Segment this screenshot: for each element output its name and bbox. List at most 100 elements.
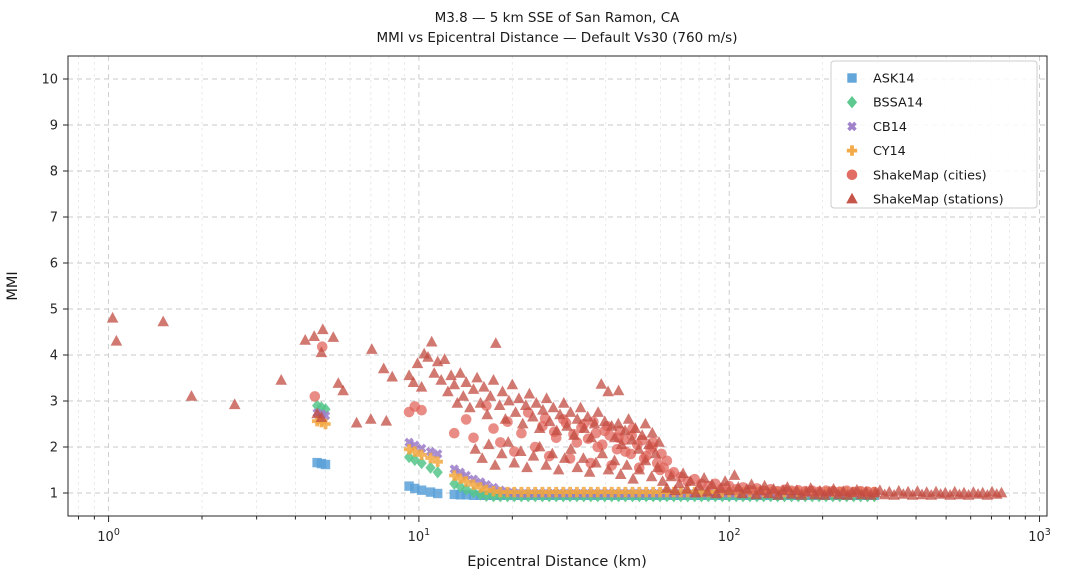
legend-label: CB14: [873, 120, 907, 135]
data-point: [651, 461, 664, 473]
data-point: [855, 488, 868, 500]
data-point: [585, 486, 596, 498]
data-point: [350, 416, 363, 428]
data-point: [315, 411, 328, 422]
data-point: [728, 469, 741, 480]
data-point: [481, 484, 492, 495]
data-point: [790, 484, 803, 496]
data-point: [157, 315, 169, 327]
legend-item-shakemap-cities: ShakeMap (cities): [846, 168, 987, 183]
data-point: [533, 422, 546, 433]
data-point: [449, 464, 460, 474]
data-point: [317, 323, 329, 335]
series-shakemap-stations: [106, 311, 1008, 500]
data-point: [483, 438, 495, 450]
data-point: [422, 351, 434, 362]
data-point: [516, 486, 527, 498]
data-point: [673, 477, 685, 489]
data-point: [675, 486, 686, 498]
data-point: [554, 408, 566, 420]
data-point: [633, 463, 646, 475]
data-point: [581, 410, 594, 422]
data-point: [551, 486, 562, 498]
data-point: [469, 443, 482, 454]
data-point: [495, 437, 506, 448]
chart-title-line1: M3.8 — 5 km SSE of San Ramon, CA: [435, 10, 681, 26]
data-point: [696, 486, 707, 498]
data-point: [785, 488, 798, 499]
data-point: [481, 489, 492, 502]
data-point: [380, 414, 393, 426]
data-point: [537, 403, 549, 415]
data-point: [468, 479, 479, 490]
legend-label: ShakeMap (cities): [873, 168, 987, 183]
data-point: [625, 448, 637, 460]
data-point: [448, 427, 460, 439]
data-point: [656, 475, 669, 486]
data-point: [543, 415, 556, 427]
data-point: [438, 353, 451, 364]
data-point: [597, 439, 608, 451]
data-point: [684, 475, 697, 486]
data-point: [615, 438, 628, 450]
data-point: [377, 362, 390, 374]
x-tick-label: 102: [718, 527, 741, 545]
data-point: [653, 436, 665, 447]
data-point: [698, 472, 710, 483]
data-point: [451, 397, 464, 408]
data-point: [502, 486, 513, 498]
data-point: [428, 367, 440, 378]
data-point: [561, 420, 573, 431]
data-point: [706, 478, 718, 490]
data-point: [455, 473, 466, 484]
data-point: [564, 406, 577, 417]
data-point: [596, 447, 609, 459]
data-point: [621, 459, 633, 470]
data-point: [588, 417, 601, 429]
data-point: [110, 334, 123, 346]
data-point: [425, 461, 436, 474]
data-point: [995, 486, 1008, 498]
data-point: [496, 385, 509, 397]
y-tick-label: 10: [41, 73, 58, 88]
data-point: [622, 413, 635, 424]
data-point: [795, 489, 808, 500]
data-point: [645, 470, 658, 482]
data-point: [488, 486, 499, 497]
scatter-series: [106, 311, 1008, 503]
data-point: [925, 489, 938, 500]
data-point: [571, 486, 583, 498]
data-point: [425, 452, 436, 464]
data-point: [530, 397, 543, 408]
data-point: [781, 481, 794, 492]
data-point: [962, 489, 975, 500]
data-point: [432, 466, 443, 479]
data-point: [558, 452, 571, 463]
data-point: [228, 398, 241, 410]
data-point: [809, 488, 821, 500]
data-point: [523, 486, 534, 498]
legend-item-cb14: CB14: [847, 120, 907, 135]
data-point: [609, 431, 621, 443]
data-point: [847, 73, 857, 83]
data-point: [689, 486, 702, 498]
y-tick-label: 9: [50, 119, 58, 134]
data-point: [106, 311, 119, 323]
data-point: [719, 475, 731, 486]
data-point: [613, 486, 624, 498]
data-point: [425, 335, 438, 347]
gridlines: [68, 56, 1047, 516]
data-point: [544, 486, 555, 498]
data-point: [632, 443, 645, 454]
data-point: [365, 413, 377, 424]
data-point: [571, 413, 584, 424]
data-point: [454, 367, 467, 378]
data-point: [598, 415, 611, 427]
data-point: [641, 486, 652, 498]
data-point: [846, 192, 858, 204]
data-point: [337, 384, 349, 396]
legend-item-bssa14: BSSA14: [846, 96, 923, 111]
legend-box: [830, 60, 1038, 209]
y-tick-label: 4: [50, 349, 58, 364]
